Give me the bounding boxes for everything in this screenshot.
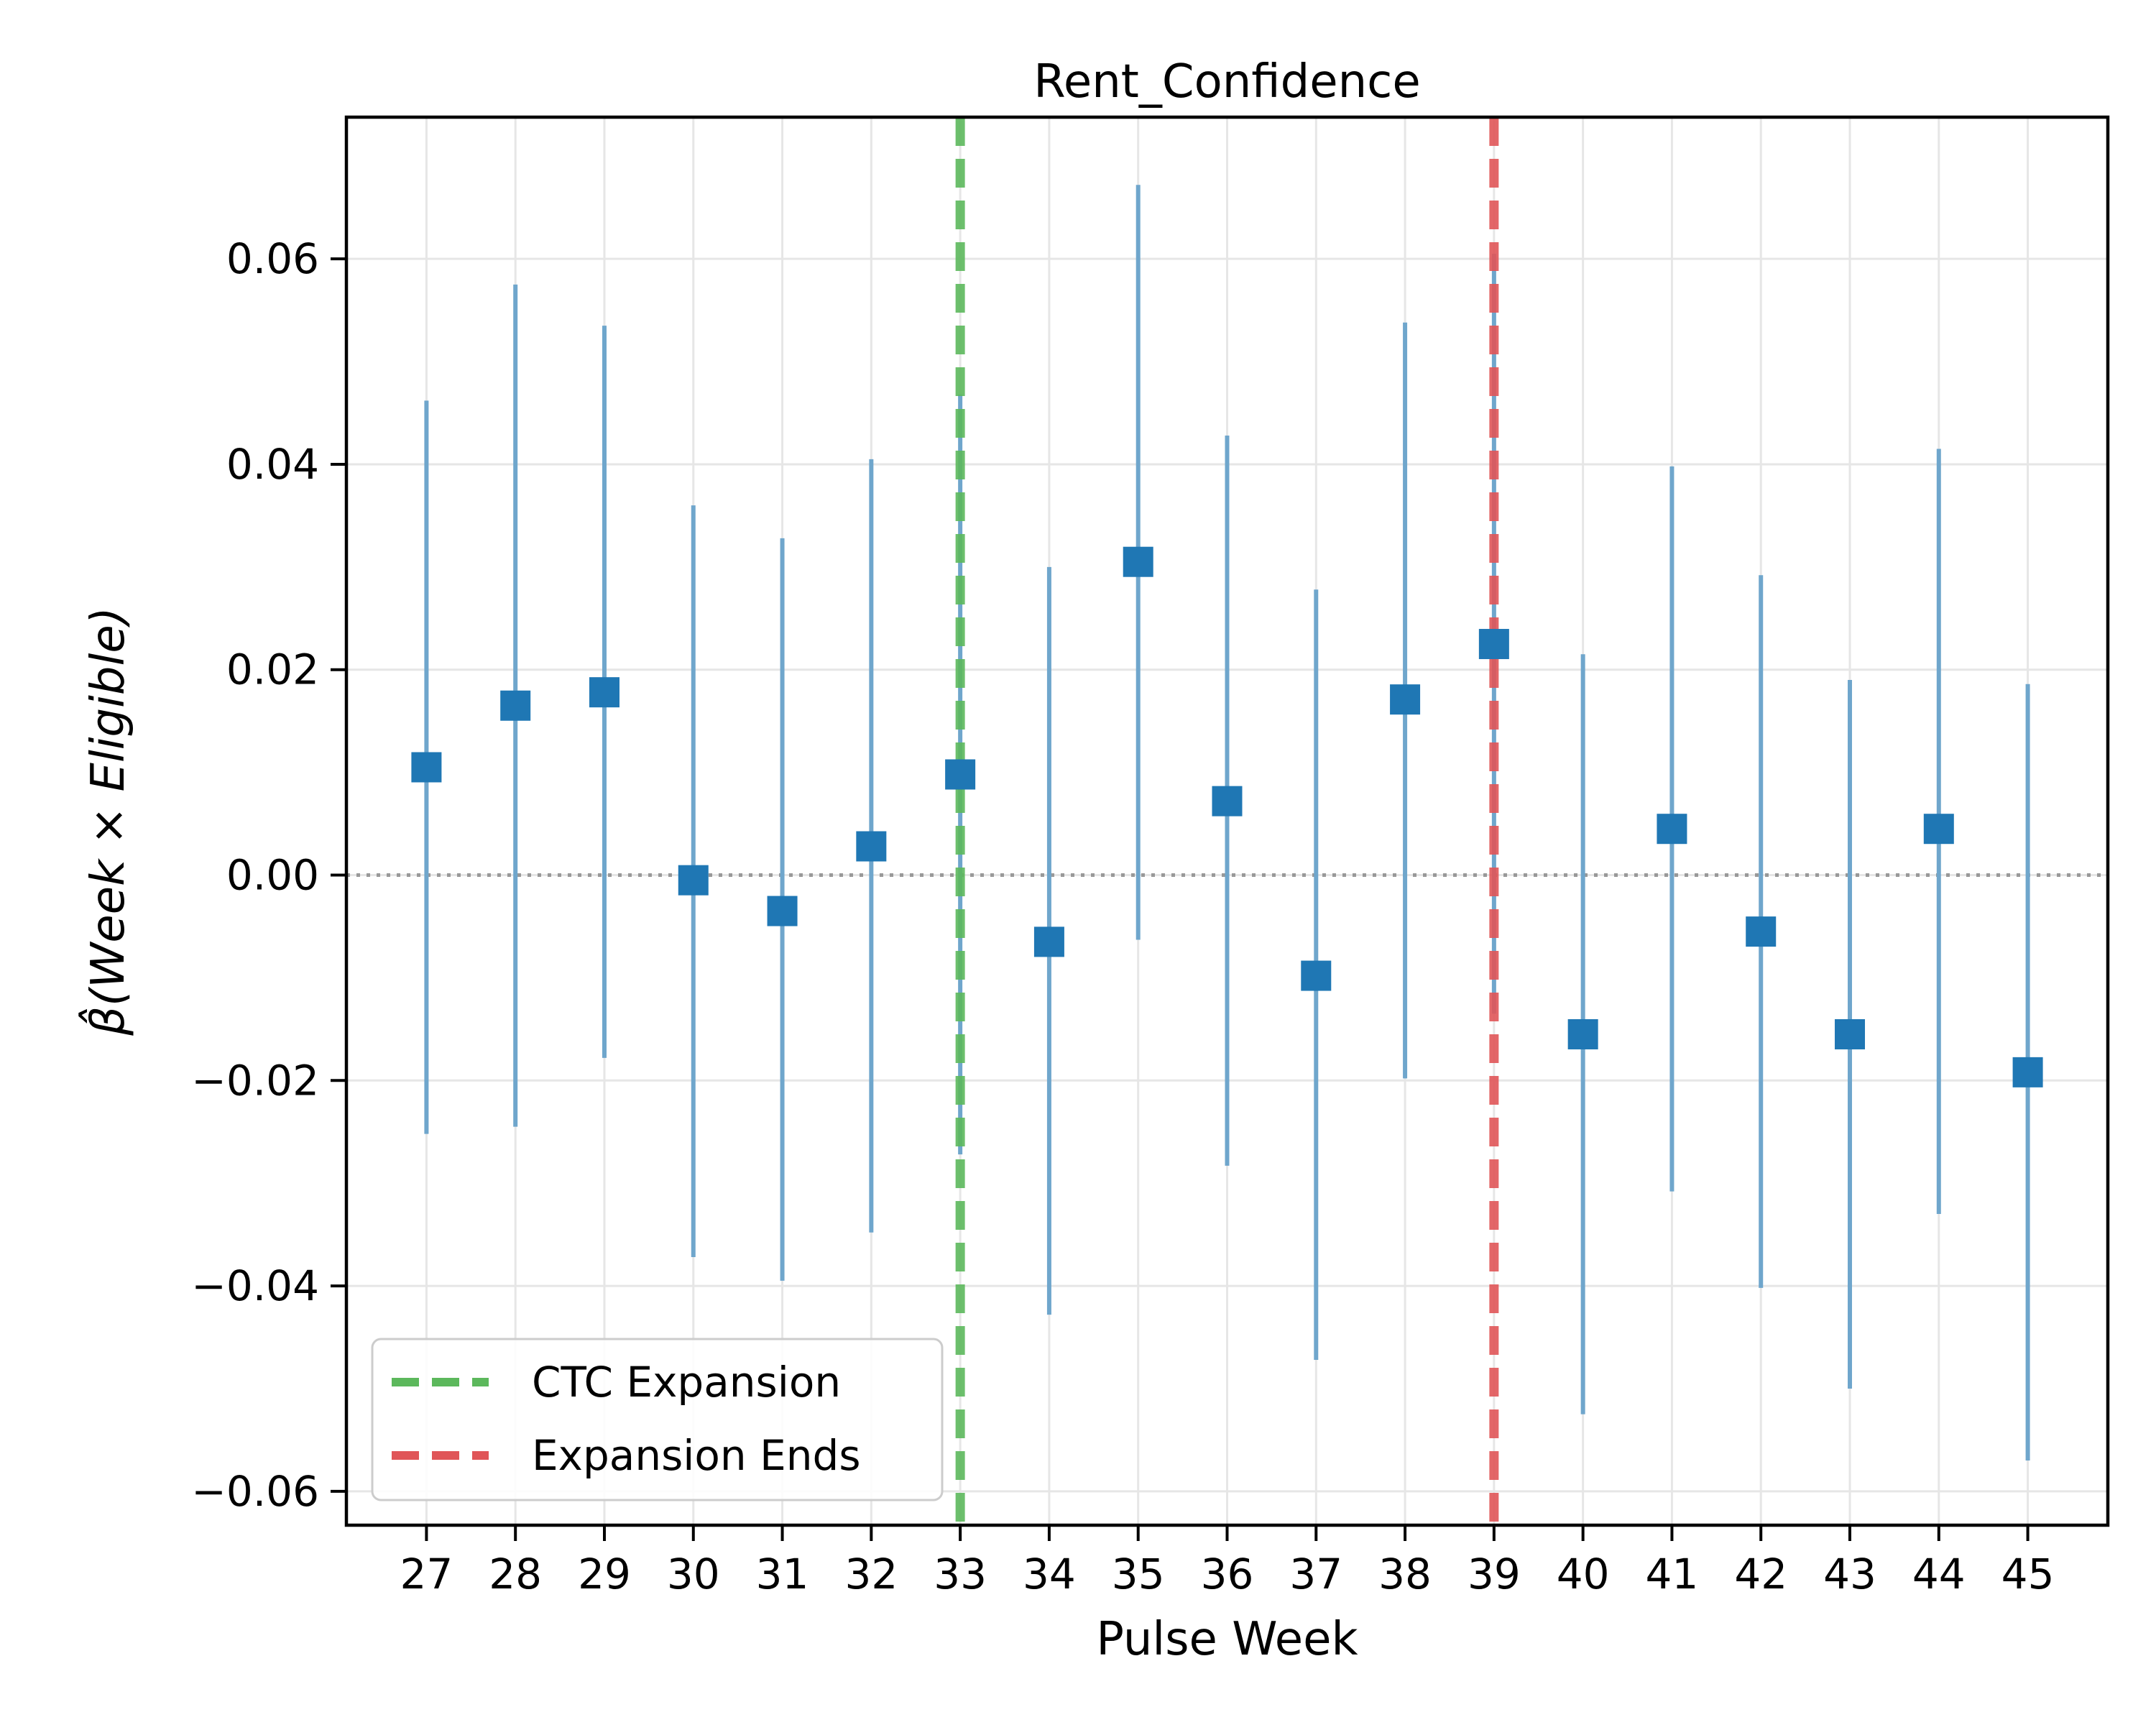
- data-point: [1657, 814, 1687, 845]
- x-tick-label: 41: [1646, 1550, 1699, 1598]
- legend-label-expansion-ends: Expansion Ends: [532, 1431, 861, 1480]
- data-point: [1746, 916, 1777, 947]
- x-tick-label: 37: [1289, 1550, 1342, 1598]
- x-tick-label: 38: [1378, 1550, 1432, 1598]
- y-tick-label: 0.06: [226, 234, 319, 283]
- x-tick-label: 32: [844, 1550, 898, 1598]
- data-point: [589, 677, 619, 708]
- x-tick-label: 33: [934, 1550, 987, 1598]
- x-tick-label: 45: [2001, 1550, 2055, 1598]
- x-tick-label: 40: [1557, 1550, 1610, 1598]
- y-tick-label: −0.04: [191, 1261, 319, 1310]
- data-point: [1212, 786, 1243, 816]
- legend-box: [371, 1338, 944, 1501]
- data-point: [2012, 1057, 2043, 1087]
- data-point: [678, 865, 709, 896]
- data-point: [945, 759, 976, 790]
- x-tick-label: 43: [1823, 1550, 1876, 1598]
- y-tick-label: 0.04: [226, 440, 319, 489]
- x-tick-label: 34: [1023, 1550, 1076, 1598]
- event-lines: [955, 117, 1499, 1525]
- x-tick-label: 39: [1468, 1550, 1521, 1598]
- x-axis-title: Pulse Week: [1096, 1613, 1358, 1666]
- data-point: [1301, 960, 1332, 991]
- data-point: [1033, 926, 1064, 957]
- x-tick-label: 31: [756, 1550, 809, 1598]
- x-tick-label: 27: [400, 1550, 453, 1598]
- y-tick-label: 0.02: [226, 645, 319, 694]
- x-tick-label: 29: [578, 1550, 631, 1598]
- y-axis-title: β̂(Week × Eligible): [78, 607, 135, 1036]
- x-tick-label: 36: [1201, 1550, 1254, 1598]
- data-point: [500, 690, 531, 721]
- x-tick-label: 28: [489, 1550, 542, 1598]
- data-point: [411, 752, 442, 783]
- data-point: [767, 896, 798, 926]
- chart-title: Rent_Confidence: [1033, 55, 1420, 109]
- y-tick-label: −0.02: [191, 1056, 319, 1105]
- data-point: [1923, 814, 1954, 845]
- data-point: [1835, 1018, 1866, 1049]
- legend-label-ctc-expansion: CTC Expansion: [532, 1358, 841, 1407]
- axis-ticks: 27 28 29 30 31 32 33 34 35 36 37 38 39 40 41 42 43 44 45 −0…: [191, 234, 2054, 1598]
- data-point: [1478, 629, 1509, 660]
- data-point: [1390, 684, 1421, 715]
- data-points: [411, 546, 2043, 1087]
- data-point: [1567, 1018, 1598, 1049]
- x-tick-label: 42: [1734, 1550, 1787, 1598]
- x-tick-label: 44: [1912, 1550, 1966, 1598]
- data-point: [1123, 546, 1153, 577]
- x-tick-label: 35: [1112, 1550, 1165, 1598]
- y-tick-label: −0.06: [191, 1467, 319, 1516]
- y-tick-label: 0.00: [226, 851, 319, 900]
- legend: CTC Expansion Expansion Ends: [371, 1338, 944, 1501]
- x-tick-label: 30: [667, 1550, 720, 1598]
- data-point: [856, 831, 887, 862]
